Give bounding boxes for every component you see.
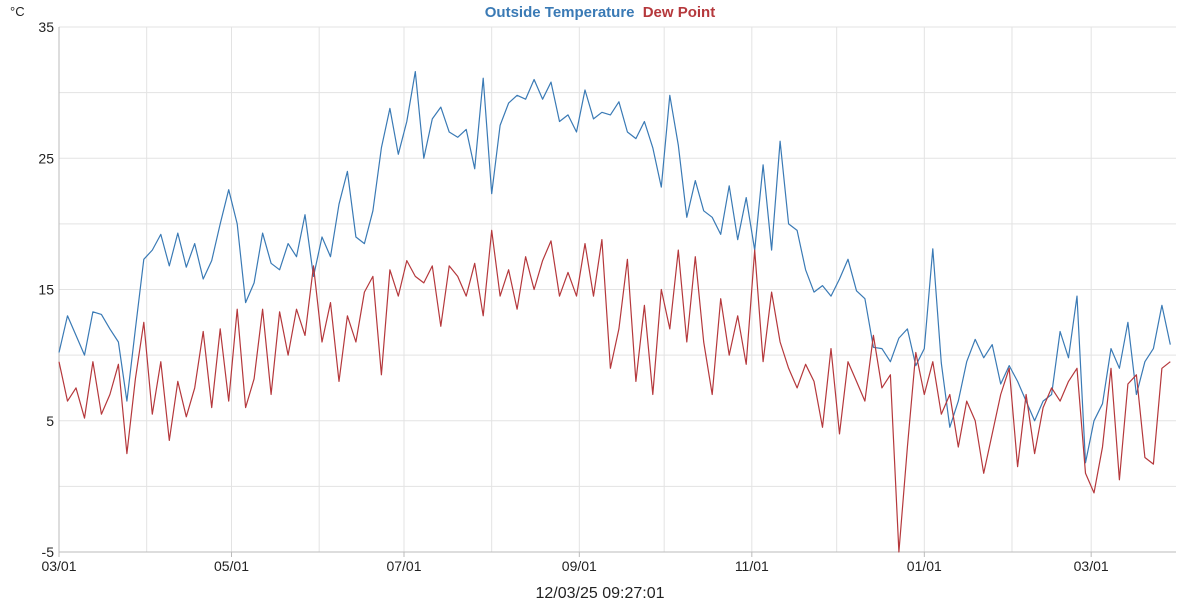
chart-timestamp: 12/03/25 09:27:01 (535, 585, 664, 600)
y-tick-label: 15 (38, 282, 54, 298)
chart-axes (58, 27, 1176, 553)
x-axis-ticks: 03/01 05/01 07/01 09/01 11/01 01/01 03/01 (41, 552, 1109, 574)
x-tick-label: 03/01 (41, 558, 76, 574)
x-tick-label: 03/01 (1074, 558, 1109, 574)
chart-grid (58, 26, 1176, 553)
chart-legend[interactable]: Outside Temperature Dew Point (485, 4, 715, 21)
series-line-outside-temperature (58, 71, 1171, 464)
x-tick-label: 11/01 (735, 558, 769, 574)
legend-outside-temperature[interactable]: Outside Temperature (485, 4, 635, 21)
series-line-dew-point (58, 229, 1171, 553)
x-tick-label: 01/01 (907, 558, 942, 574)
y-tick-label: 5 (46, 413, 54, 429)
y-tick-label: -5 (42, 544, 55, 560)
x-tick-label: 09/01 (562, 558, 597, 574)
y-tick-label: 25 (38, 150, 54, 166)
y-axis-unit: °C (10, 4, 25, 19)
y-tick-label: 35 (38, 19, 54, 35)
legend-dew-point[interactable]: Dew Point (643, 4, 716, 21)
x-tick-label: 05/01 (214, 558, 249, 574)
y-axis-ticks: 35 25 15 5 -5 (38, 19, 54, 560)
x-tick-label: 07/01 (386, 558, 421, 574)
chart-series (58, 71, 1171, 553)
